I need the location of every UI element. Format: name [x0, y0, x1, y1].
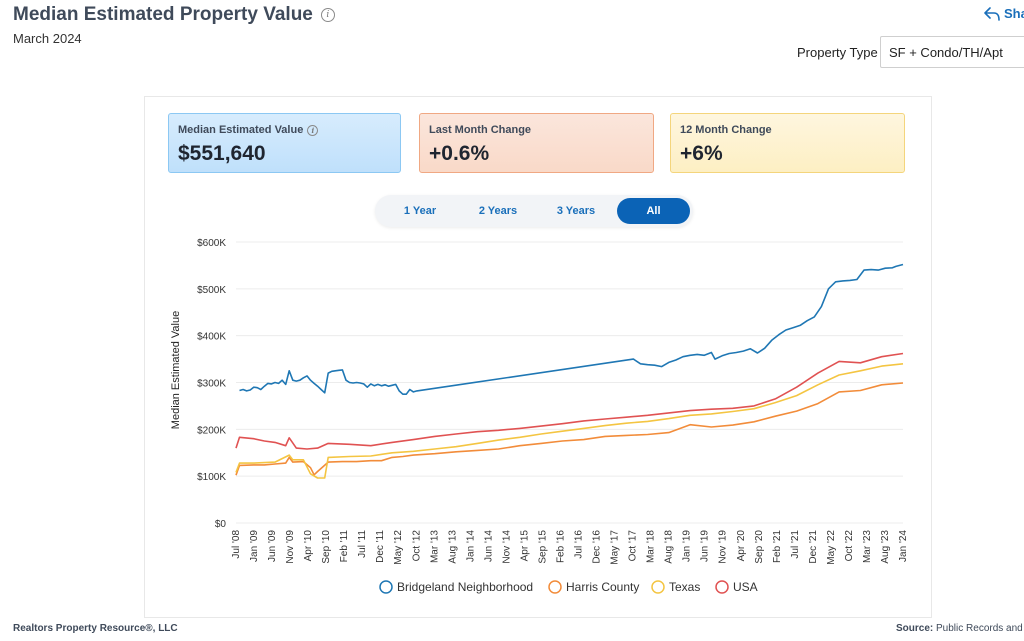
- x-tick-label: Jul '16: [574, 530, 585, 559]
- legend-item[interactable]: Harris County: [548, 580, 639, 594]
- x-tick-label: Oct '17: [628, 530, 639, 562]
- y-axis-ticks: $0 $100K $200K $300K $400K $500K $600K: [197, 238, 226, 530]
- y-tick-label: $500K: [197, 285, 226, 296]
- line-chart: $0 $100K $200K $300K $400K $500K $600K Jul '08…: [170, 238, 909, 594]
- stat-12-month-change: 12 Month Change +6%: [670, 113, 905, 173]
- y-axis-label: Median Estimated Value: [170, 311, 182, 429]
- x-tick-label: Jul '21: [790, 530, 801, 559]
- stat-value: +0.6%: [429, 142, 490, 165]
- stat-value: +6%: [680, 142, 723, 165]
- x-tick-label: Nov '19: [718, 530, 729, 564]
- x-axis-ticks: Jul '08 Jan '09 Jun '09 Nov '09 Apr '10 Sep '…: [231, 530, 909, 565]
- legend-marker: [715, 580, 729, 594]
- stat-label-row: Median Estimated Value i: [178, 124, 391, 136]
- x-tick-label: Feb '16: [555, 530, 566, 563]
- x-tick-label: Jan '09: [249, 530, 260, 562]
- range-3-years-button[interactable]: 3 Years: [556, 205, 596, 217]
- chart-card: [144, 96, 932, 618]
- x-tick-label: Jan '14: [465, 530, 476, 562]
- legend-marker: [548, 580, 562, 594]
- stat-value: $551,640: [178, 142, 266, 165]
- x-tick-label: Jan '19: [682, 530, 693, 562]
- x-tick-label: Sep '10: [321, 530, 332, 564]
- legend-item[interactable]: Bridgeland Neighborhood: [379, 580, 533, 594]
- chart-grid: [236, 241, 903, 524]
- footer-credit: Realtors Property Resource®, LLC: [13, 623, 178, 634]
- x-tick-label: Nov '14: [501, 530, 512, 564]
- legend-marker: [379, 580, 393, 594]
- x-tick-label: Jun '19: [700, 530, 711, 562]
- title-row: Median Estimated Property Value i: [13, 4, 335, 26]
- y-tick-label: $0: [215, 519, 227, 530]
- x-tick-label: Sep '15: [537, 530, 548, 564]
- y-tick-label: $400K: [197, 332, 226, 343]
- stat-label: Median Estimated Value: [178, 124, 304, 136]
- x-tick-label: Aug '18: [664, 530, 675, 564]
- footer-source-label: Source:: [896, 623, 934, 634]
- legend-label: USA: [733, 580, 758, 594]
- x-tick-label: Aug '13: [447, 530, 458, 564]
- series-line: [235, 382, 904, 476]
- share-icon: [984, 6, 1000, 21]
- y-tick-label: $300K: [197, 379, 226, 390]
- share-button[interactable]: Sha: [984, 6, 1024, 21]
- x-tick-label: Oct '12: [411, 530, 422, 562]
- property-type-value: SF + Condo/TH/Apt: [889, 45, 1003, 60]
- series-line: [235, 363, 904, 479]
- x-tick-label: May '22: [826, 530, 837, 565]
- x-tick-label: Sep '20: [754, 530, 765, 564]
- x-tick-label: Dec '11: [375, 530, 386, 563]
- x-tick-label: Mar '18: [646, 530, 657, 563]
- legend-label: Texas: [669, 580, 700, 594]
- footer-source: Source: Public Records and: [896, 623, 1023, 634]
- range-1-year-button[interactable]: 1 Year: [403, 205, 437, 217]
- x-tick-label: Nov '09: [285, 530, 296, 564]
- legend-label: Harris County: [566, 580, 639, 594]
- page-subtitle: March 2024: [13, 31, 82, 46]
- chart-series: [235, 263, 904, 479]
- range-selector: 1 Year 2 Years 3 Years All: [375, 195, 693, 227]
- x-tick-label: Aug '23: [880, 530, 891, 564]
- x-tick-label: Jan '24: [898, 530, 909, 562]
- x-tick-label: May '12: [393, 530, 404, 565]
- legend-item[interactable]: Texas: [651, 580, 700, 594]
- x-tick-label: May '17: [610, 530, 621, 565]
- stat-label: Last Month Change: [429, 124, 532, 136]
- x-tick-label: Dec '21: [808, 530, 819, 564]
- page-title: Median Estimated Property Value: [13, 4, 313, 25]
- x-tick-label: Apr '15: [519, 530, 530, 562]
- chart-legend: Bridgeland Neighborhood Harris County Texa…: [379, 580, 758, 594]
- x-tick-label: Oct '22: [844, 530, 855, 562]
- x-tick-label: Jun '14: [483, 530, 494, 562]
- x-tick-label: Apr '10: [303, 530, 314, 562]
- info-icon[interactable]: i: [307, 124, 319, 136]
- stat-median-value: Median Estimated Value i $551,640: [168, 113, 401, 173]
- x-tick-label: Dec '16: [592, 530, 603, 564]
- series-line: [235, 352, 904, 450]
- footer-source-text: Public Records and: [936, 623, 1023, 634]
- x-tick-label: Jul '11: [357, 530, 368, 558]
- x-tick-label: Apr '20: [736, 530, 747, 562]
- range-all-button[interactable]: All: [617, 198, 690, 224]
- legend-item[interactable]: USA: [715, 580, 758, 594]
- property-type-label: Property Type: [797, 45, 878, 60]
- stat-last-month-change: Last Month Change +0.6%: [419, 113, 654, 173]
- info-icon[interactable]: i: [320, 8, 335, 22]
- series-line: [239, 263, 904, 395]
- x-tick-label: Jul '08: [231, 530, 242, 559]
- y-tick-label: $200K: [197, 425, 226, 436]
- y-tick-label: $100K: [197, 472, 226, 483]
- property-type-select[interactable]: SF + Condo/TH/Apt: [880, 36, 1024, 68]
- x-tick-label: Feb '21: [772, 530, 783, 563]
- stat-label: 12 Month Change: [680, 124, 772, 136]
- x-tick-label: Mar '23: [862, 530, 873, 563]
- range-2-years-button[interactable]: 2 Years: [478, 205, 518, 217]
- y-tick-label: $600K: [197, 238, 226, 249]
- share-label: Sha: [1004, 6, 1024, 21]
- x-tick-label: Feb '11: [339, 530, 350, 563]
- x-tick-label: Jun '09: [267, 530, 278, 562]
- legend-label: Bridgeland Neighborhood: [397, 580, 533, 594]
- legend-marker: [651, 580, 665, 594]
- x-tick-label: Mar '13: [429, 530, 440, 563]
